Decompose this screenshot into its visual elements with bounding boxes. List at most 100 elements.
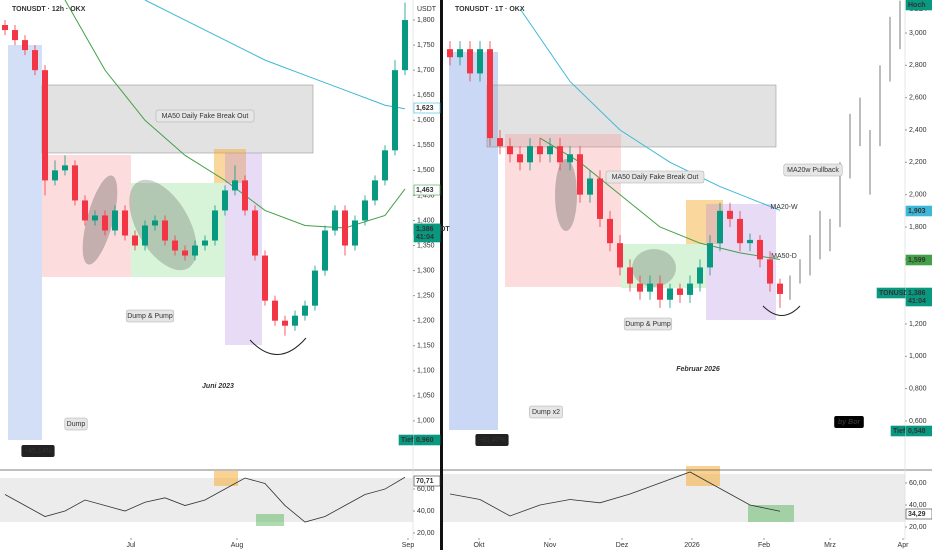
candle-body	[322, 230, 328, 271]
candle-body	[737, 218, 743, 244]
rsi-band	[0, 478, 413, 522]
candle-body	[222, 190, 228, 211]
note-box	[783, 163, 843, 177]
note-box	[64, 417, 88, 431]
candle-body	[392, 70, 398, 151]
note: Dump	[67, 421, 86, 428]
candle-body	[162, 220, 168, 241]
candle-body	[92, 215, 98, 221]
y-tick-label: 1,000	[417, 418, 435, 425]
y-tick-label: 1,150	[417, 343, 435, 350]
y-tick-label: 1,750	[417, 42, 435, 49]
divider	[440, 0, 443, 550]
candle-body	[62, 165, 68, 171]
note: −45,14%	[24, 448, 52, 455]
ma-line	[519, 8, 781, 211]
y-tick-label: 1,600	[417, 117, 435, 124]
candle-body	[272, 300, 278, 321]
candle-body	[747, 239, 753, 244]
note-box	[125, 309, 175, 323]
forecast-bar	[799, 259, 801, 284]
candle-body	[767, 259, 773, 284]
candle-body	[132, 235, 138, 246]
price-label-box	[905, 205, 932, 217]
y-tick-label: 0,800	[909, 386, 927, 393]
chart-title: TONUSDT · 12h · OKX	[12, 6, 86, 13]
rsi-band	[443, 474, 905, 522]
ellipse	[632, 249, 676, 287]
price-label: TONUSDT	[879, 290, 913, 297]
note: Dump & Pump	[625, 321, 671, 328]
candle-body	[617, 243, 623, 268]
y-tick-label: 1,550	[417, 142, 435, 149]
price-label: 34,29	[908, 511, 926, 518]
candle-body	[292, 315, 298, 326]
candle-body	[172, 240, 178, 251]
ellipse	[82, 175, 118, 265]
y-tick-label: 1,000	[909, 353, 927, 360]
x-tick-label: Nov	[544, 542, 557, 549]
y-tick-label: 1,200	[417, 318, 435, 325]
y-tick-label: 2,200	[909, 159, 927, 166]
note-box	[529, 405, 563, 419]
price-label-box	[876, 287, 906, 299]
x-tick-label: Sep	[402, 542, 415, 549]
candle-body	[447, 49, 453, 58]
forecast-bar	[879, 65, 881, 147]
price-label-box	[905, 254, 932, 266]
candle-body	[122, 210, 128, 236]
zone	[621, 244, 706, 288]
candle-body	[352, 220, 358, 246]
note-box	[834, 416, 864, 428]
price-label: 41:04	[416, 234, 434, 241]
candle-body	[2, 25, 8, 31]
candle-body	[402, 20, 408, 71]
note: by Bor	[838, 419, 861, 426]
candle-body	[707, 243, 713, 268]
candle-body	[42, 70, 48, 181]
candle-body	[487, 49, 493, 139]
candle-body	[597, 178, 603, 219]
y-tick-label: 2,400	[909, 127, 927, 134]
candle-body	[52, 170, 58, 181]
forecast-bar	[859, 97, 861, 147]
x-tick-label: Okt	[474, 542, 485, 549]
rsi-line	[4, 476, 406, 523]
x-tick-label: Feb	[758, 542, 770, 549]
note: MA50-D	[771, 253, 797, 260]
candle-body	[467, 49, 473, 74]
x-tick-label: Jul	[127, 542, 136, 549]
candle-body	[667, 288, 673, 300]
curve	[762, 305, 801, 316]
candle-body	[22, 40, 28, 51]
y-tick-label: 1,050	[417, 393, 435, 400]
x-tick-label: 2026	[684, 542, 700, 549]
candle-body	[657, 283, 663, 300]
rsi-tick-label: 20,00	[909, 524, 927, 531]
forecast-bar	[819, 210, 821, 260]
candle-body	[202, 240, 208, 246]
note: MA20-W	[770, 204, 798, 211]
candle-body	[627, 267, 633, 284]
note: MA50 Daily Fake Break Out	[162, 113, 249, 120]
candle-body	[687, 283, 693, 295]
candle-body	[507, 146, 513, 155]
candle-body	[112, 210, 118, 231]
note: Dump & Pump	[127, 313, 173, 320]
forecast-bar	[829, 218, 831, 252]
chart-title: TONUSDT · 1T · OKX	[455, 6, 525, 13]
candle-body	[302, 305, 308, 316]
price-label: 1,903	[908, 208, 926, 215]
y-tick-label: 1,800	[909, 224, 927, 231]
note: Dump x2	[532, 409, 560, 416]
candle-body	[697, 267, 703, 284]
candle-body	[312, 270, 318, 306]
candle-body	[677, 288, 683, 295]
zone	[8, 45, 42, 440]
zone	[748, 505, 794, 522]
candle-body	[477, 49, 483, 74]
y-tick-label: 1,450	[417, 192, 435, 199]
rsi-tick-label: 60,00	[417, 486, 435, 493]
